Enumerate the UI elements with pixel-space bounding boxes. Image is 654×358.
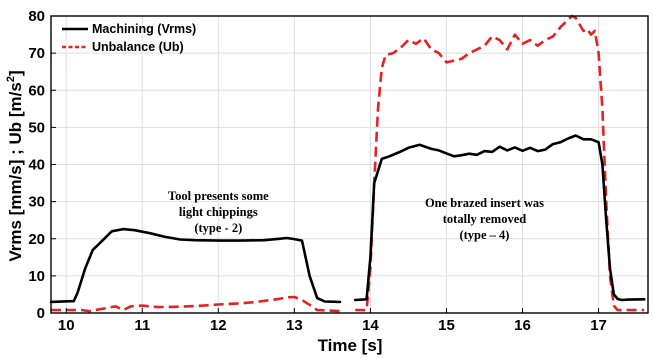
legend-label-unbalance: Unbalance (Ub) bbox=[92, 40, 184, 54]
annotation-1-line-2: (type – 4) bbox=[459, 228, 509, 242]
annotation-0-line-2: (type - 2) bbox=[194, 221, 242, 235]
y-tick-label-30: 30 bbox=[28, 194, 45, 211]
x-tick-label-15: 15 bbox=[438, 317, 455, 334]
x-tick-label-16: 16 bbox=[514, 317, 531, 334]
ticks: 10 11 12 13 14 15 16 17 0 10 20 30 40 50 60 70 80 bbox=[28, 8, 607, 334]
annotation-0-line-1: light chippings bbox=[179, 205, 258, 219]
annotation-0-line-0: Tool presents some bbox=[168, 189, 269, 203]
y-tick-label-10: 10 bbox=[28, 268, 45, 285]
series-machining-line-1 bbox=[353, 134, 646, 302]
y-axis-label-end: ] bbox=[6, 70, 25, 76]
x-tick-label-14: 14 bbox=[362, 317, 379, 334]
annotation-1: One brazed insert was totally removed (typ… bbox=[425, 196, 544, 242]
x-tick-label-11: 11 bbox=[134, 317, 150, 334]
x-tick-label-10: 10 bbox=[58, 317, 75, 334]
series-unbalance-line-1 bbox=[355, 14, 645, 312]
series-layer bbox=[49, 14, 646, 313]
y-axis-label-main: Vrms [mm/s] ; Ub [m/s bbox=[6, 82, 25, 262]
legend-label-machining: Machining (Vrms) bbox=[92, 22, 196, 36]
series-machining-line-0 bbox=[49, 227, 342, 304]
y-tick-label-80: 80 bbox=[28, 8, 45, 25]
y-axis-label: Vrms [mm/s] ; Ub [m/s2] bbox=[5, 70, 25, 261]
y-tick-label-20: 20 bbox=[28, 231, 45, 248]
x-tick-label-13: 13 bbox=[286, 317, 303, 334]
legend: Machining (Vrms) Unbalance (Ub) bbox=[62, 22, 196, 54]
annotation-1-line-1: totally removed bbox=[443, 212, 526, 226]
x-axis-label: Time [s] bbox=[318, 336, 383, 355]
x-tick-label-17: 17 bbox=[590, 317, 607, 334]
y-tick-label-50: 50 bbox=[28, 119, 45, 136]
y-tick-label-0: 0 bbox=[37, 305, 45, 322]
y-axis-label-sup: 2 bbox=[5, 76, 17, 82]
annotation-1-line-0: One brazed insert was bbox=[425, 196, 544, 210]
series-unbalance-line-0 bbox=[51, 295, 341, 313]
y-tick-label-40: 40 bbox=[28, 157, 45, 174]
annotations: Tool presents some light chippings (type -… bbox=[168, 189, 544, 242]
annotation-0: Tool presents some light chippings (type -… bbox=[168, 189, 269, 235]
x-tick-label-12: 12 bbox=[210, 317, 227, 334]
y-tick-label-60: 60 bbox=[28, 82, 45, 99]
y-tick-label-70: 70 bbox=[28, 45, 45, 62]
